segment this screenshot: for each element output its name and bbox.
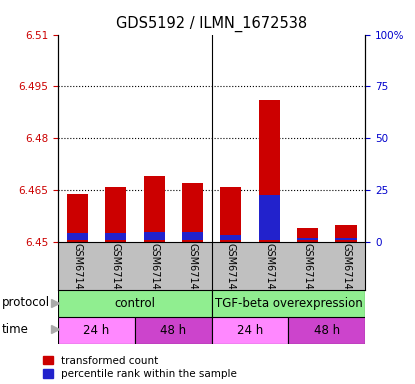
- Bar: [335, 225, 356, 242]
- Legend: transformed count, percentile rank within the sample: transformed count, percentile rank withi…: [43, 356, 237, 379]
- Bar: [182, 232, 203, 240]
- Bar: [297, 228, 318, 242]
- Title: GDS5192 / ILMN_1672538: GDS5192 / ILMN_1672538: [116, 16, 307, 32]
- Text: GSM671494: GSM671494: [226, 243, 236, 302]
- Text: 24 h: 24 h: [83, 324, 110, 337]
- Text: GSM671495: GSM671495: [264, 243, 274, 303]
- Text: protocol: protocol: [2, 296, 50, 309]
- Bar: [212, 290, 365, 317]
- Text: GSM671497: GSM671497: [341, 243, 351, 303]
- Text: 48 h: 48 h: [160, 324, 186, 337]
- Bar: [259, 100, 280, 242]
- Bar: [105, 233, 126, 240]
- Bar: [297, 238, 318, 240]
- Bar: [182, 183, 203, 242]
- Bar: [105, 187, 126, 242]
- Text: control: control: [115, 297, 155, 310]
- Text: TGF-beta overexpression: TGF-beta overexpression: [215, 297, 362, 310]
- Bar: [135, 317, 212, 344]
- Text: GSM671489: GSM671489: [188, 243, 198, 302]
- Bar: [220, 187, 242, 242]
- Bar: [67, 233, 88, 240]
- Text: GSM671487: GSM671487: [111, 243, 121, 303]
- Text: GSM671486: GSM671486: [72, 243, 82, 302]
- Text: GSM671496: GSM671496: [303, 243, 312, 302]
- Text: 24 h: 24 h: [237, 324, 263, 337]
- Bar: [144, 176, 165, 242]
- Bar: [259, 195, 280, 240]
- Bar: [335, 238, 356, 240]
- Bar: [144, 232, 165, 240]
- Text: time: time: [2, 323, 29, 336]
- Bar: [58, 317, 135, 344]
- Text: GSM671488: GSM671488: [149, 243, 159, 302]
- Bar: [58, 290, 212, 317]
- Bar: [288, 317, 365, 344]
- Bar: [212, 317, 288, 344]
- Bar: [67, 194, 88, 242]
- Bar: [220, 235, 242, 240]
- Text: 48 h: 48 h: [314, 324, 340, 337]
